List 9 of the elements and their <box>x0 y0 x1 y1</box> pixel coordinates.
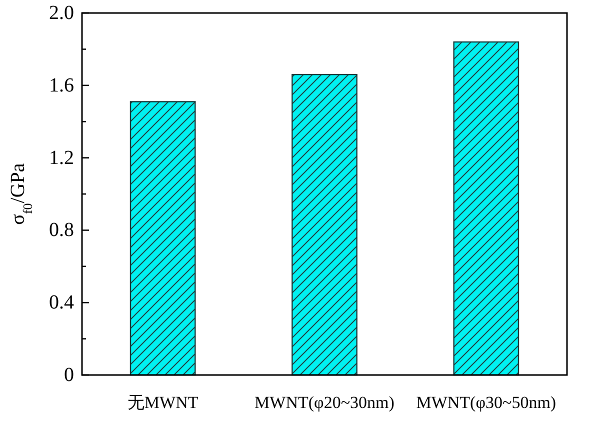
y-tick-label: 0.4 <box>49 292 74 314</box>
y-tick-label: 0 <box>64 364 74 386</box>
x-tick-label: MWNT(φ20~30nm) <box>254 393 394 412</box>
x-tick-label: MWNT(φ30~50nm) <box>416 393 556 412</box>
y-tick-label: 1.2 <box>49 146 74 169</box>
y-tick-label: 1.6 <box>49 74 74 96</box>
y-tick-label: 2.0 <box>49 2 74 24</box>
y-tick-label: 0.8 <box>49 219 74 242</box>
x-tick-label: 无MWNT <box>127 393 199 412</box>
